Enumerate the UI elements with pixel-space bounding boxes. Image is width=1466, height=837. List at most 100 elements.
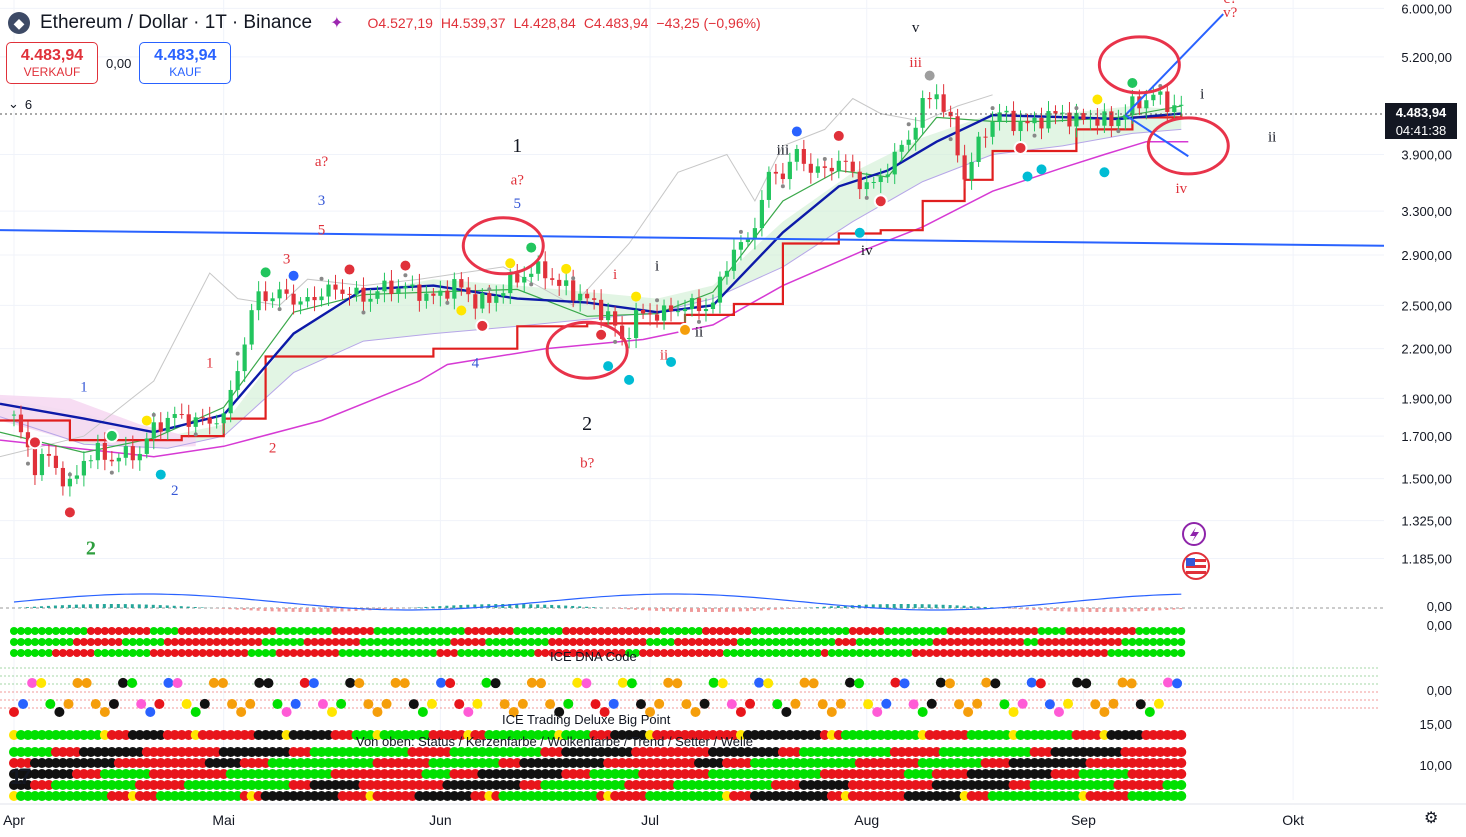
histogram-bar	[773, 608, 777, 610]
price-axis[interactable]: 6.000,005.200,003.900,003.300,002.900,00…	[1401, 1, 1452, 566]
deluxe-dot	[1099, 758, 1110, 768]
deluxe-dot	[1099, 730, 1110, 740]
deluxe-dot	[106, 758, 117, 768]
yellow-dot	[505, 258, 516, 269]
deluxe-dot	[547, 747, 558, 757]
deluxe-dot	[994, 747, 1005, 757]
deluxe-dot	[1022, 769, 1033, 779]
candle-body	[403, 286, 408, 289]
time-axis[interactable]: Apr Mai Jun Jul Aug Sep Okt	[3, 812, 1304, 828]
deluxe-dot	[540, 747, 551, 757]
histogram-bar	[1144, 608, 1148, 612]
deluxe-title: ICE Trading Deluxe Big Point	[502, 712, 671, 727]
candle-body	[473, 294, 478, 309]
deluxe-dot	[589, 769, 600, 779]
dna-dot	[272, 699, 283, 710]
status-dot	[806, 638, 815, 646]
deluxe-dot	[85, 758, 96, 768]
deluxe-dot	[127, 769, 138, 779]
histogram-bar	[186, 606, 190, 608]
status-dot	[9, 638, 18, 646]
deluxe-dot	[1043, 791, 1054, 801]
status-dot	[750, 638, 759, 646]
deluxe-dot	[1176, 758, 1187, 768]
gear-icon[interactable]: ⚙	[1424, 810, 1439, 827]
sell-button[interactable]: 4.483,94 VERKAUF	[6, 42, 98, 84]
annotation-circles[interactable]	[461, 35, 1230, 380]
deluxe-dot	[1085, 780, 1096, 790]
status-dot	[890, 649, 899, 657]
dna-dot	[1053, 706, 1064, 717]
status-dot	[974, 649, 983, 657]
deluxe-dot	[1099, 780, 1110, 790]
candle-body	[766, 171, 771, 200]
trendlines[interactable]	[0, 13, 1384, 247]
deluxe-dot	[805, 730, 816, 740]
deluxe-dot	[707, 758, 718, 768]
deluxe-dot	[190, 758, 201, 768]
deluxe-dot	[617, 769, 628, 779]
deluxe-dot	[1036, 730, 1047, 740]
tradingview-logo[interactable]: 17	[10, 764, 32, 789]
deluxe-dot	[987, 791, 998, 801]
status-dot	[338, 627, 347, 635]
deluxe-dot	[917, 769, 928, 779]
deluxe-dot	[1064, 747, 1075, 757]
deluxe-dot	[1036, 758, 1047, 768]
dna-dot	[399, 678, 410, 689]
candle-body	[109, 459, 114, 462]
status-dot	[1037, 627, 1046, 635]
candle-body	[962, 155, 967, 180]
deluxe-dot	[938, 730, 949, 740]
deluxe-dot	[274, 769, 285, 779]
status-dot	[534, 649, 543, 657]
deluxe-dot	[735, 758, 746, 768]
buy-button[interactable]: 4.483,94 KAUF	[139, 42, 232, 84]
status-dot	[869, 649, 878, 657]
deluxe-dot	[211, 769, 222, 779]
candle-body	[536, 261, 541, 274]
deluxe-dot	[973, 791, 984, 801]
candle-body	[675, 311, 681, 313]
deluxe-dot	[302, 730, 313, 740]
histogram-bar	[1116, 608, 1120, 612]
deluxe-dot	[274, 780, 285, 790]
deluxe-dot	[826, 769, 837, 779]
status-dot	[93, 649, 102, 657]
dna-dot	[208, 677, 219, 688]
status-dot	[534, 627, 543, 635]
dna-dot	[227, 699, 238, 710]
status-dot	[359, 649, 368, 657]
symbol-title[interactable]: Ethereum / Dollar · 1T · Binance	[40, 12, 313, 33]
status-dot	[23, 638, 32, 646]
status-dot	[233, 649, 242, 657]
cyan-dot	[155, 469, 166, 480]
deluxe-dot	[1015, 780, 1026, 790]
deluxe-dot	[393, 747, 404, 757]
deluxe-dot	[652, 758, 663, 768]
status-dot	[1009, 649, 1018, 657]
indicator-toggle[interactable]: ⌄ 6	[8, 96, 32, 112]
status-dot	[198, 627, 207, 635]
status-dot	[86, 649, 95, 657]
status-dot	[576, 649, 585, 657]
deluxe-dot	[218, 758, 229, 768]
deluxe-dot	[742, 769, 753, 779]
status-dot	[681, 649, 690, 657]
deluxe-dot	[113, 780, 124, 790]
deluxe-dot	[847, 758, 858, 768]
deluxe-dot	[680, 747, 691, 757]
deluxe-dot	[861, 780, 872, 790]
candle-body	[1081, 113, 1086, 120]
deluxe-dot	[1008, 730, 1019, 740]
status-dot	[701, 627, 710, 635]
candle-body	[815, 166, 820, 173]
deluxe-dot	[127, 758, 138, 768]
share-icon[interactable]: ✦	[330, 15, 344, 32]
deluxe-dot	[393, 730, 404, 740]
deluxe-dot	[281, 747, 292, 757]
side-icons[interactable]	[1182, 522, 1210, 580]
deluxe-dot	[463, 747, 474, 757]
status-dot	[135, 627, 144, 635]
